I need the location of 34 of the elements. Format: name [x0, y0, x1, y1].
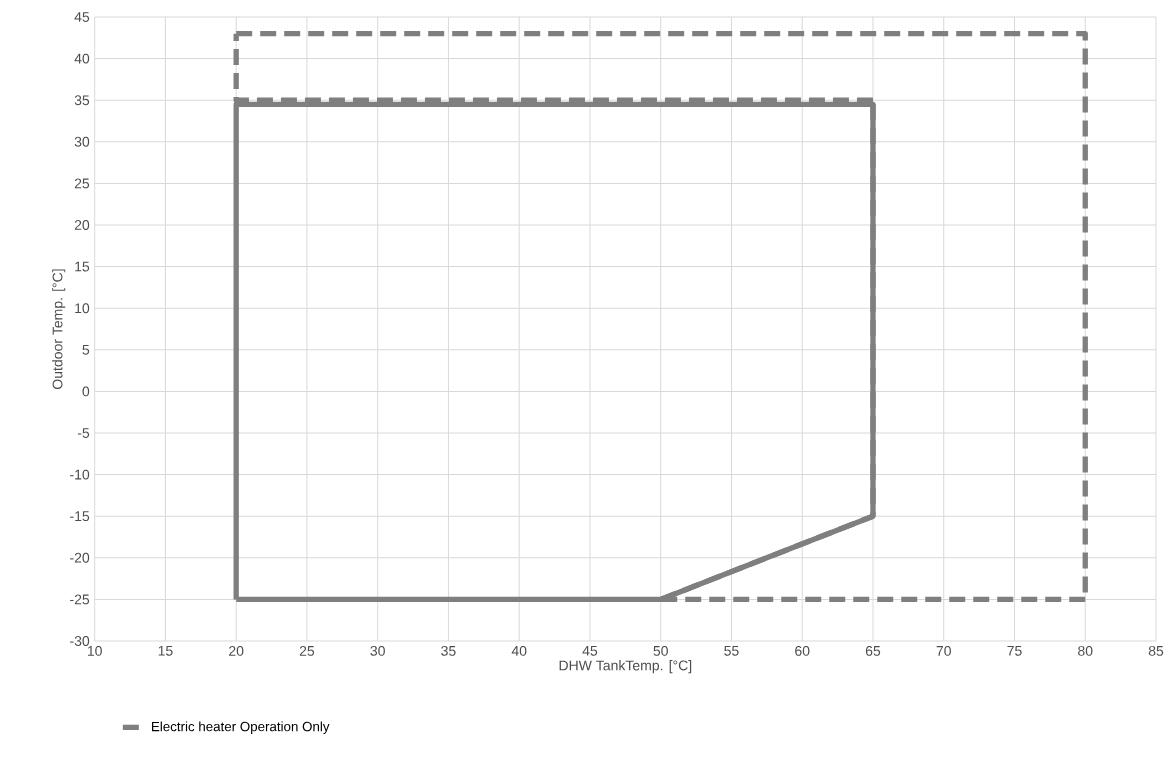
x-tick-label: 60 [795, 645, 810, 656]
y-tick-label: 5 [82, 344, 90, 355]
x-tick-label: 50 [653, 645, 668, 656]
y-tick-label: 15 [75, 261, 90, 272]
x-tick-label: 75 [1007, 645, 1022, 656]
x-tick-label: 30 [370, 645, 385, 656]
legend-label: Electric heater Operation Only [152, 721, 330, 734]
x-tick-label: 40 [511, 645, 527, 656]
x-tick-label: 35 [441, 645, 456, 656]
y-tick-label: -25 [70, 594, 90, 605]
x-tick-label: 65 [865, 645, 881, 656]
y-tick-label: -5 [77, 428, 90, 438]
x-axis-title: DHW TankTemp. [°C] [559, 660, 692, 674]
x-tick-label: 55 [724, 645, 739, 656]
y-tick-label: 45 [74, 12, 90, 22]
y-tick-label: 25 [74, 178, 90, 189]
y-tick-label: 30 [74, 136, 90, 147]
y-tick-label: 35 [74, 95, 90, 106]
y-tick-label: 0 [82, 386, 90, 397]
y-tick-label: 20 [74, 220, 90, 230]
y-tick-label: -15 [70, 511, 90, 522]
x-tick-label: 45 [582, 645, 598, 656]
x-tick-label: 85 [1148, 645, 1164, 656]
y-tick-label: -20 [70, 552, 90, 563]
y-tick-label: -10 [70, 469, 90, 480]
y-tick-label: -30 [70, 636, 90, 646]
x-tick-label: 80 [1078, 645, 1093, 656]
y-tick-label: 40 [74, 53, 90, 64]
x-tick-label: 70 [936, 645, 951, 656]
x-tick-label: 15 [158, 645, 173, 656]
x-tick-label: 20 [229, 645, 244, 656]
y-axis-title: Outdoor Temp. [°C] [52, 269, 66, 389]
y-tick-label: 10 [75, 303, 90, 314]
x-tick-label: 25 [299, 645, 315, 656]
